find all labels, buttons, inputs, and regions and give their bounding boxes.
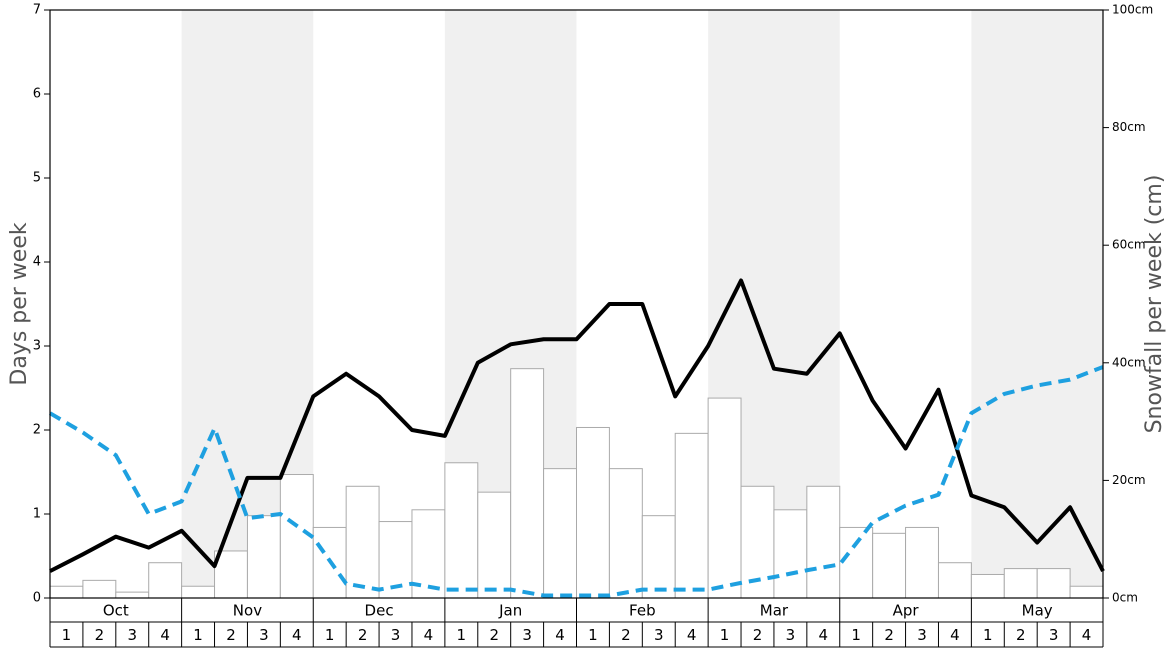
y-tick-label: 2 <box>33 423 41 438</box>
week-label: 2 <box>1016 626 1026 644</box>
bar <box>49 585 84 599</box>
y-axis-label: Days per week <box>7 222 32 385</box>
y-tick-label: 5 <box>33 171 41 186</box>
y-tick-label: 7 <box>33 3 41 18</box>
week-label: 4 <box>819 626 829 644</box>
bar <box>246 515 281 599</box>
y2-tick-label: 20cm <box>1112 473 1146 487</box>
y-tick-label: 0 <box>33 591 41 606</box>
bar <box>181 585 216 599</box>
y2-axis-label: Snowfall per week (cm) <box>1142 175 1167 434</box>
y-tick-label: 3 <box>33 339 41 354</box>
week-label: 1 <box>720 626 730 644</box>
bar <box>345 485 380 599</box>
month-label: Apr <box>893 602 920 620</box>
month-label: Mar <box>760 602 789 620</box>
week-label: 1 <box>588 626 598 644</box>
week-label: 3 <box>127 626 137 644</box>
week-label: 3 <box>917 626 927 644</box>
week-label: 3 <box>1049 626 1059 644</box>
y2-tick-label: 40cm <box>1112 355 1146 369</box>
bar <box>1069 585 1104 599</box>
week-label: 4 <box>160 626 170 644</box>
bar <box>510 368 545 599</box>
bar <box>839 526 874 599</box>
week-label: 3 <box>654 626 664 644</box>
bar <box>608 468 643 599</box>
month-label: Dec <box>365 602 394 620</box>
bar <box>707 397 742 599</box>
bar <box>773 509 808 599</box>
bar <box>543 468 577 599</box>
week-label: 1 <box>62 626 72 644</box>
bar <box>477 491 512 599</box>
bar <box>115 591 150 599</box>
y2-tick-label: 80cm <box>1112 120 1146 134</box>
y2-tick-label: 100cm <box>1112 3 1153 17</box>
bar <box>82 579 117 599</box>
week-label: 2 <box>489 626 499 644</box>
line-series <box>49 278 1105 573</box>
week-label: 1 <box>325 626 335 644</box>
week-label: 1 <box>851 626 861 644</box>
bar <box>444 462 479 599</box>
week-label: 2 <box>226 626 236 644</box>
week-label: 3 <box>259 626 269 644</box>
bar <box>905 526 939 599</box>
week-label: 2 <box>884 626 894 644</box>
bar <box>806 485 841 599</box>
bar <box>674 432 709 599</box>
bar <box>970 573 1005 599</box>
y-tick-label: 4 <box>33 255 41 270</box>
month-label: May <box>1022 602 1053 620</box>
bar <box>576 426 610 599</box>
week-label: 4 <box>292 626 302 644</box>
y-tick-label: 1 <box>33 507 41 522</box>
week-label: 1 <box>193 626 203 644</box>
month-label: Feb <box>629 602 656 620</box>
week-label: 3 <box>786 626 796 644</box>
bar <box>937 562 972 599</box>
week-label: 4 <box>687 626 697 644</box>
bar <box>1003 568 1038 599</box>
bar <box>641 515 676 599</box>
y2-tick-label: 60cm <box>1112 238 1146 252</box>
week-label: 2 <box>95 626 105 644</box>
month-label: Jan <box>498 602 522 620</box>
bar <box>872 532 907 599</box>
bar <box>148 562 183 599</box>
week-label: 4 <box>1082 626 1092 644</box>
bar <box>1036 568 1071 599</box>
y2-tick-label: 0cm <box>1112 591 1138 605</box>
week-label: 1 <box>457 626 467 644</box>
month-shade <box>971 10 1103 598</box>
week-label: 2 <box>621 626 631 644</box>
week-label: 3 <box>391 626 401 644</box>
week-label: 3 <box>522 626 532 644</box>
month-label: Oct <box>103 602 129 620</box>
week-label: 1 <box>983 626 993 644</box>
week-label: 2 <box>753 626 763 644</box>
week-label: 4 <box>555 626 565 644</box>
y-tick-label: 6 <box>33 87 41 102</box>
week-label: 4 <box>950 626 960 644</box>
week-label: 4 <box>424 626 434 644</box>
line-series <box>48 365 1104 598</box>
month-label: Nov <box>233 602 262 620</box>
week-label: 2 <box>358 626 368 644</box>
